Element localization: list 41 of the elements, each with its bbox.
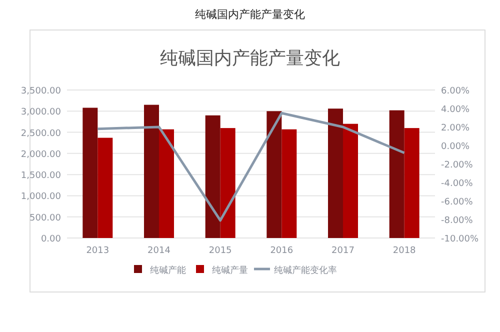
bar <box>343 124 358 238</box>
x-tick-label: 2014 <box>148 246 171 256</box>
y2-tick-label: -10.00% <box>441 234 480 244</box>
bar <box>282 129 297 238</box>
y2-tick-label: -6.00% <box>441 198 474 208</box>
x-tick-label: 2015 <box>208 246 232 256</box>
bar <box>144 104 159 238</box>
x-tick-label: 2017 <box>332 246 354 256</box>
y2-tick-label: 2.00% <box>441 124 470 134</box>
y2-tick-label: 4.00% <box>441 105 470 115</box>
y-tick-label: 0.00 <box>40 234 62 244</box>
x-tick-label: 2016 <box>270 246 294 256</box>
y-tick-label: 3,500.00 <box>20 86 62 96</box>
y2-tick-label: 6.00% <box>441 86 470 96</box>
y-tick-label: 1,000.00 <box>20 192 62 202</box>
bar <box>159 129 174 238</box>
legend-label: 纯碱产能变化率 <box>274 265 337 276</box>
legend-label: 纯碱产量 <box>212 265 248 276</box>
chart-subtitle: 纯碱国内产能产量变化 <box>160 48 340 69</box>
line-series <box>96 112 406 222</box>
bar <box>220 128 236 238</box>
x-tick-label: 2013 <box>86 246 110 256</box>
bar <box>404 128 420 238</box>
bar <box>389 110 404 238</box>
y-tick-label: 500.00 <box>30 213 62 224</box>
bar <box>82 108 98 238</box>
bar <box>266 111 282 238</box>
y2-tick-label: -4.00% <box>441 179 474 189</box>
y-tick-label: 3,000.00 <box>20 108 62 118</box>
y-tick-label: 2,500.00 <box>20 128 62 139</box>
y2-tick-label: 0.00% <box>441 142 470 152</box>
y2-tick-label: -2.00% <box>441 160 474 170</box>
y-tick-label: 1,500.00 <box>20 171 62 182</box>
bar <box>205 115 220 238</box>
x-tick-label: 2018 <box>392 246 416 256</box>
bar <box>328 108 343 238</box>
bar <box>98 138 113 238</box>
legend-label: 纯碱产能 <box>150 265 186 276</box>
y-tick-label: 2,000.00 <box>20 150 62 160</box>
y2-tick-label: -8.00% <box>441 216 474 226</box>
chart-title: 纯碱国内产能产量变化 <box>195 8 305 21</box>
